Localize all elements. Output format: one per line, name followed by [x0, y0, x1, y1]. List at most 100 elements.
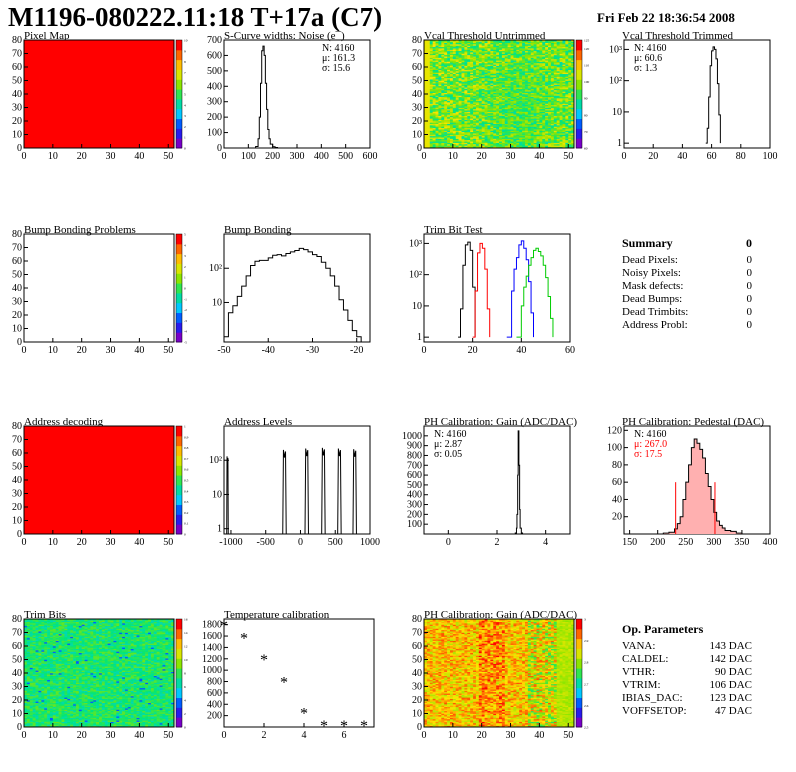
heatmap-cell: [55, 720, 59, 722]
heatmap-cell: [513, 122, 517, 124]
heatmap-cell: [513, 88, 517, 91]
heatmap-cell: [562, 52, 566, 54]
heatmap-cell: [550, 49, 555, 52]
heatmap-cell: [432, 125, 436, 127]
heatmap-cell: [470, 112, 474, 115]
heatmap-cell: [559, 102, 563, 104]
heatmap-cell: [536, 99, 540, 102]
heatmap-cell: [41, 725, 45, 728]
heatmap-cell: [504, 52, 508, 54]
heatmap-cell: [487, 60, 491, 62]
heatmap-cell: [424, 88, 428, 91]
heatmap-cell: [429, 112, 433, 115]
heatmap-cell: [533, 42, 537, 45]
heatmap-cell: [148, 725, 152, 728]
heatmap-cell: [559, 138, 563, 141]
heatmap-cell: [524, 106, 529, 108]
heatmap-cell: [530, 142, 534, 145]
heatmap-cell: [539, 84, 543, 87]
heatmap-cell: [455, 45, 459, 48]
heatmap-cell: [530, 100, 534, 103]
heatmap-cell: [96, 718, 100, 721]
heatmap-cell: [568, 119, 572, 122]
heatmap-cell: [539, 72, 543, 75]
heatmap-cell: [24, 426, 174, 534]
heatmap-cell: [490, 98, 494, 100]
heatmap-cell: [150, 724, 155, 726]
heatmap-cell: [435, 110, 439, 112]
heatmap-cell: [487, 122, 491, 124]
heatmap-cell: [24, 724, 28, 726]
heatmap-cell: [501, 65, 506, 68]
heatmap-cell: [516, 67, 520, 69]
heatmap-cell: [522, 129, 526, 131]
heatmap-cell: [426, 49, 431, 52]
heatmap-cell: [490, 45, 494, 48]
heatmap-cell: [501, 130, 506, 133]
heatmap-cell: [438, 77, 442, 80]
heatmap-cell: [447, 98, 451, 100]
heatmap-cell: [487, 104, 491, 107]
heatmap-cell: [556, 95, 560, 97]
heatmap-cell: [568, 69, 572, 72]
heatmap-cell: [499, 116, 503, 119]
histogram-line: [506, 240, 534, 338]
heatmap-cell: [562, 122, 566, 124]
heatmap-cell: [559, 129, 563, 131]
heatmap-cell: [478, 96, 482, 99]
heatmap-cell: [539, 114, 543, 116]
x-tick-label: 100: [763, 151, 778, 162]
heatmap-cell: [473, 83, 477, 85]
heatmap-cell: [455, 130, 459, 133]
heatmap-cell: [510, 44, 514, 46]
histogram-line: [514, 430, 524, 535]
heatmap-cell: [435, 100, 439, 103]
heatmap-cell: [539, 83, 543, 85]
heatmap-cell: [44, 721, 48, 724]
heatmap-cell: [501, 42, 506, 45]
heatmap-cell: [426, 81, 431, 84]
y-tick-label: 10²: [409, 270, 422, 281]
heatmap-cell: [441, 135, 445, 138]
heatmap-cell: [438, 56, 442, 58]
heatmap-cell: [507, 68, 511, 70]
heatmap-cell: [426, 131, 431, 134]
heatmap-cell: [444, 71, 448, 73]
heatmap-cell: [58, 724, 62, 726]
heatmap-cell: [467, 138, 471, 141]
heatmap-cell: [496, 57, 500, 60]
heatmap-cell: [493, 69, 497, 72]
heatmap-cell: [571, 119, 575, 122]
heatmap-cell: [553, 53, 557, 56]
heatmap-cell: [145, 720, 149, 722]
heatmap-cell: [441, 115, 445, 118]
heatmap-cell: [473, 40, 477, 42]
heatmap-cell: [438, 143, 442, 146]
heatmap-cell: [487, 54, 491, 57]
heatmap-cell: [441, 108, 445, 111]
heatmap-cell: [559, 49, 563, 52]
heatmap-cell: [426, 58, 431, 61]
heatmap-cell: [487, 40, 491, 42]
heatmap-cell: [461, 71, 465, 73]
heatmap-cell: [426, 111, 431, 114]
heatmap-cell: [536, 64, 540, 66]
heatmap-cell: [41, 716, 45, 718]
heatmap-cell: [458, 54, 462, 57]
heatmap-cell: [432, 84, 436, 87]
heatmap-cell: [550, 114, 555, 116]
heatmap-cell: [513, 41, 517, 43]
y-tick-label: 30: [412, 103, 422, 114]
x-tick-label: 400: [314, 151, 329, 162]
heatmap-cell: [548, 69, 552, 72]
heatmap-cell: [568, 122, 572, 124]
heatmap-cell: [438, 80, 442, 83]
heatmap-cell: [536, 49, 540, 52]
heatmap-cell: [435, 48, 439, 50]
heatmap-cell: [49, 721, 54, 724]
heatmap-cell: [533, 102, 537, 104]
heatmap-cell: [475, 61, 480, 64]
heatmap-cell: [536, 96, 540, 99]
heatmap-cell: [565, 68, 569, 70]
heatmap-cell: [444, 94, 448, 96]
